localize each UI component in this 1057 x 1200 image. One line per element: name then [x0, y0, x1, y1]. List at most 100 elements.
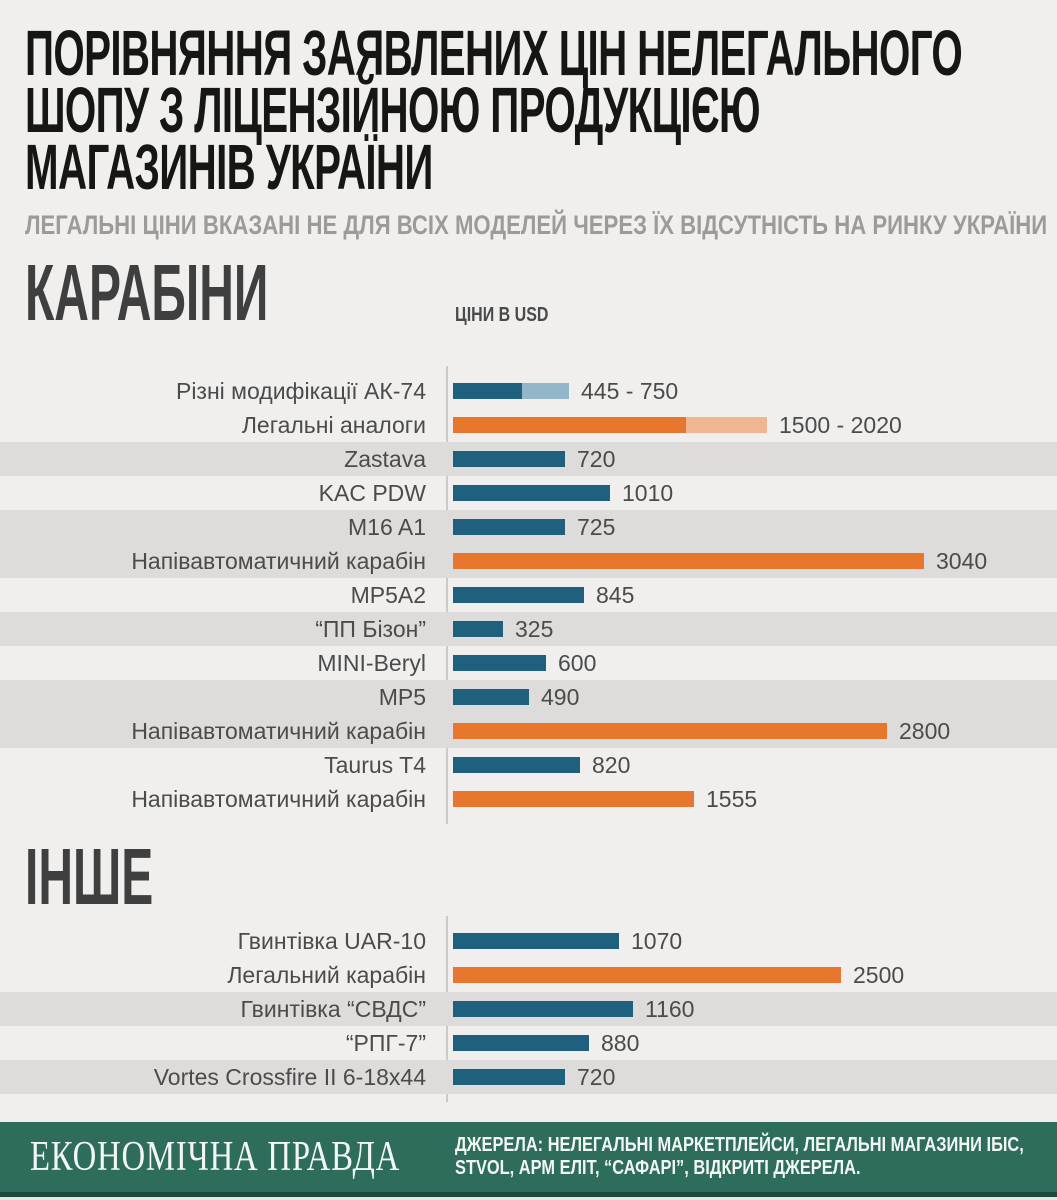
bar-segment-main [453, 587, 584, 603]
chart-row: Легальний карабін 2500 [0, 958, 1057, 992]
section-head-inshe: ІНШЕ [0, 832, 1057, 921]
bar [453, 587, 584, 603]
bar-area: 725 [453, 514, 615, 541]
row-label: MP5A2 [350, 581, 426, 608]
chart-row: Гвинтівка UAR-10 1070 [0, 924, 1057, 958]
bar-area: 1010 [453, 480, 673, 507]
section-title-inshe: ІНШЕ [25, 832, 154, 921]
chart-row: MINI-Beryl 600 [0, 646, 1057, 680]
bar-area: 325 [453, 616, 553, 643]
bar-value: 3040 [936, 547, 988, 574]
units-label: ЦІНИ В USD [455, 304, 549, 326]
page-title: ПОРІВНЯННЯ ЗАЯВЛЕНИХ ЦІН НЕЛЕГАЛЬНОГО ШОП… [25, 21, 1057, 203]
bar [453, 967, 841, 983]
page-subtitle-text: ЛЕГАЛЬНІ ЦІНИ ВКАЗАНІ НЕ ДЛЯ ВСІХ МОДЕЛЕ… [25, 210, 1048, 240]
bar-area: 2500 [453, 962, 904, 989]
footer-pale-strip [0, 1197, 1057, 1200]
bar [453, 621, 503, 637]
bar-value: 820 [592, 751, 631, 778]
bar-value: 1160 [645, 995, 695, 1022]
row-label: KAC PDW [318, 479, 426, 506]
bar [453, 451, 565, 467]
bar-segment-range [686, 417, 767, 433]
bar [453, 1001, 633, 1017]
bar-value: 880 [601, 1029, 640, 1056]
bar-value: 725 [577, 513, 616, 540]
footer-band: ЕКОНОМІЧНА ПРАВДА ДЖЕРЕЛА: НЕЛЕГАЛЬНІ МА… [0, 1122, 1057, 1192]
chart-row: Taurus T4 820 [0, 748, 1057, 782]
section-title-karabiny: КАРАБІНИ [25, 248, 269, 337]
bar-value: 1555 [706, 785, 758, 812]
bar-value: 720 [577, 445, 616, 472]
row-label: Напівавтоматичний карабін [131, 547, 426, 574]
bar [453, 1069, 565, 1085]
bar-value: 1500 - 2020 [779, 411, 902, 438]
row-label: MINI-Beryl [317, 649, 426, 676]
bar-segment-main [453, 621, 503, 637]
bar [453, 757, 580, 773]
bar-segment-main [453, 655, 546, 671]
bar-segment-main [453, 451, 565, 467]
chart-row: MP5 490 [0, 680, 1057, 714]
bar [453, 689, 529, 705]
bar-segment-main [453, 1001, 633, 1017]
bar-segment-main [453, 417, 686, 433]
bar-area: 2800 [453, 718, 950, 745]
page-title-line: МАГАЗИНІВ УКРАЇНИ [25, 131, 433, 203]
brand-logo: ЕКОНОМІЧНА ПРАВДА [30, 1134, 401, 1180]
footer-dark-strip [0, 1192, 1057, 1197]
row-label: MP5 [378, 683, 426, 710]
bar-segment-main [453, 933, 619, 949]
bar-value: 445 - 750 [581, 377, 679, 404]
row-label: M16 A1 [348, 513, 426, 540]
bar-area: 445 - 750 [453, 378, 678, 405]
sources-line-2: STVOL, АРМ ЕЛІТ, “САФАРІ”, ВІДКРИТІ ДЖЕР… [455, 1157, 861, 1179]
sources-line-1: ДЖЕРЕЛА: НЕЛЕГАЛЬНІ МАРКЕТПЛЕЙСИ, ЛЕГАЛЬ… [455, 1134, 1024, 1156]
bar-segment-main [453, 519, 565, 535]
bar-segment-range [522, 383, 569, 399]
chart-row: Різні модифікації АК-74 445 - 750 [0, 374, 1057, 408]
bar-value: 490 [541, 683, 580, 710]
page-subtitle: ЛЕГАЛЬНІ ЦІНИ ВКАЗАНІ НЕ ДЛЯ ВСІХ МОДЕЛЕ… [25, 210, 1057, 240]
bar-segment-main [453, 967, 841, 983]
bar-value: 845 [596, 581, 635, 608]
row-label: Zastava [344, 445, 426, 472]
row-label: “ПП Бізон” [315, 615, 426, 642]
row-label: Taurus T4 [324, 751, 426, 778]
bar-area: 880 [453, 1030, 639, 1057]
bar [453, 519, 565, 535]
bar-area: 720 [453, 446, 615, 473]
bar [453, 655, 546, 671]
header: ПОРІВНЯННЯ ЗАЯВЛЕНИХ ЦІН НЕЛЕГАЛЬНОГО ШОП… [0, 0, 1057, 240]
row-label: Напівавтоматичний карабін [131, 717, 426, 744]
bar-segment-main [453, 757, 580, 773]
bar-segment-main [453, 723, 887, 739]
row-label: Легальні аналоги [241, 411, 426, 438]
bar-area: 1500 - 2020 [453, 412, 902, 439]
bar-area: 1160 [453, 996, 694, 1023]
bar-area: 845 [453, 582, 634, 609]
row-label: Легальний карабін [227, 961, 426, 988]
bar-area: 1555 [453, 786, 757, 813]
row-label: “РПГ-7” [345, 1029, 426, 1056]
bar [453, 417, 767, 433]
chart-row: MP5A2 845 [0, 578, 1057, 612]
bar [453, 485, 610, 501]
bar-area: 3040 [453, 548, 987, 575]
bar-area: 490 [453, 684, 579, 711]
bar-segment-main [453, 791, 694, 807]
footer: ЕКОНОМІЧНА ПРАВДА ДЖЕРЕЛА: НЕЛЕГАЛЬНІ МА… [0, 1122, 1057, 1200]
bar-segment-main [453, 485, 610, 501]
bar [453, 553, 924, 569]
row-label: Напівавтоматичний карабін [131, 785, 426, 812]
bar-area: 820 [453, 752, 630, 779]
bar [453, 383, 569, 399]
chart-row: Vortes Crossfire II 6-18x44 720 [0, 1060, 1057, 1094]
bar [453, 933, 619, 949]
section-head-karabiny: КАРАБІНИ ЦІНИ В USD [0, 248, 1057, 337]
bar-segment-main [453, 689, 529, 705]
chart-row: “ПП Бізон” 325 [0, 612, 1057, 646]
bar-value: 720 [577, 1063, 616, 1090]
bar-value: 1010 [622, 479, 674, 506]
